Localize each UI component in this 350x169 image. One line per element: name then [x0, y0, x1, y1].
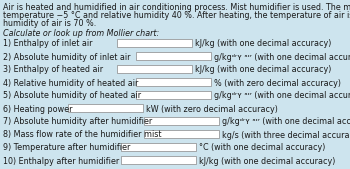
FancyBboxPatch shape: [117, 39, 192, 47]
FancyBboxPatch shape: [144, 130, 219, 138]
Text: kJ/kg (with one decimal accuracy): kJ/kg (with one decimal accuracy): [199, 156, 335, 165]
FancyBboxPatch shape: [136, 91, 211, 99]
Text: g/kgᵈʳʏ ᵃᶦʳ (with one decimal accuracy): g/kgᵈʳʏ ᵃᶦʳ (with one decimal accuracy): [222, 117, 350, 127]
Text: Air is heated and humidified in air conditioning process. Mist humidifier is use: Air is heated and humidified in air cond…: [3, 4, 350, 13]
FancyBboxPatch shape: [117, 65, 192, 73]
Text: 6) Heating power: 6) Heating power: [3, 104, 72, 114]
Text: kW (with zero decimal accuracy): kW (with zero decimal accuracy): [146, 104, 278, 114]
Text: kg/s (with three decimal accuracy): kg/s (with three decimal accuracy): [222, 130, 350, 139]
Text: % (with zero decimal accuracy): % (with zero decimal accuracy): [214, 78, 341, 88]
FancyBboxPatch shape: [136, 52, 211, 60]
FancyBboxPatch shape: [121, 156, 196, 164]
Text: g/kgᵈʳʏ ᵃᶦʳ (with one decimal accuracy): g/kgᵈʳʏ ᵃᶦʳ (with one decimal accuracy): [214, 53, 350, 62]
Text: 4) Relative humidity of heated air: 4) Relative humidity of heated air: [3, 78, 138, 88]
FancyBboxPatch shape: [68, 104, 143, 112]
Text: 5) Absolute humidity of heated air: 5) Absolute humidity of heated air: [3, 91, 141, 101]
FancyBboxPatch shape: [121, 143, 196, 151]
Text: temperature −5 °C and relative humidity 40 %. After heating, the temperature of : temperature −5 °C and relative humidity …: [3, 11, 350, 20]
FancyBboxPatch shape: [136, 78, 211, 86]
Text: 2) Absolute humidity of inlet air: 2) Absolute humidity of inlet air: [3, 53, 131, 62]
Text: humidity of air is 70 %.: humidity of air is 70 %.: [3, 19, 96, 28]
Text: g/kgᵈʳʏ ᵃᶦʳ (with one decimal accuracy): g/kgᵈʳʏ ᵃᶦʳ (with one decimal accuracy): [214, 91, 350, 101]
Text: °C (with one decimal accuracy): °C (with one decimal accuracy): [199, 143, 326, 152]
Text: Calculate or look up from Mollier chart:: Calculate or look up from Mollier chart:: [3, 30, 159, 39]
Text: 8) Mass flow rate of the humidifier mist: 8) Mass flow rate of the humidifier mist: [3, 130, 161, 139]
Text: 1) Enthalpy of inlet air: 1) Enthalpy of inlet air: [3, 40, 92, 49]
Text: 10) Enthalpy after humidifier: 10) Enthalpy after humidifier: [3, 156, 119, 165]
Text: 9) Temperature after humidifier: 9) Temperature after humidifier: [3, 143, 130, 152]
Text: 3) Enthalpy of heated air: 3) Enthalpy of heated air: [3, 66, 103, 75]
Text: kJ/kg (with one decimal accuracy): kJ/kg (with one decimal accuracy): [195, 40, 331, 49]
FancyBboxPatch shape: [144, 117, 219, 125]
Text: 7) Absolute humidity after humidifier: 7) Absolute humidity after humidifier: [3, 117, 152, 127]
Text: kJ/kg (with one decimal accuracy): kJ/kg (with one decimal accuracy): [195, 66, 331, 75]
